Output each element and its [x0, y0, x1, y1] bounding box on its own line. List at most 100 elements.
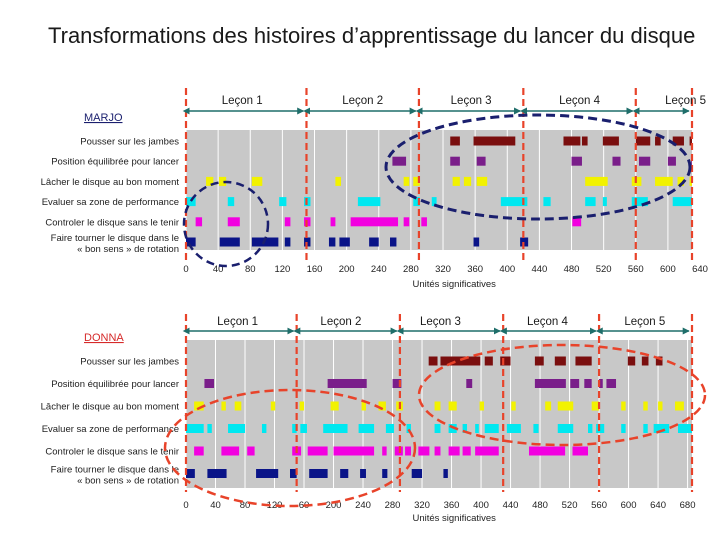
bar-1-0-3	[500, 356, 511, 366]
bar-0-3-9	[585, 197, 596, 207]
bar-1-5-6	[360, 469, 366, 478]
bar-1-2-16	[621, 401, 626, 411]
bar-0-2-3	[335, 176, 342, 186]
xtick-label-0-3: 120	[274, 264, 290, 275]
bar-1-3-17	[557, 424, 574, 433]
bar-0-5-9	[473, 237, 480, 247]
bar-0-2-0	[206, 176, 214, 186]
bar-0-1-5	[638, 156, 651, 166]
bar-0-5-3	[284, 237, 291, 247]
xtick-label-0-5: 200	[339, 264, 355, 275]
bar-1-2-1	[221, 401, 226, 411]
bar-1-4-13	[475, 446, 499, 456]
bar-0-1-1	[450, 156, 460, 166]
xtick-label-1-2: 80	[240, 500, 251, 511]
bar-1-4-8	[405, 446, 411, 456]
bar-1-1-7	[599, 379, 603, 388]
bar-0-5-0	[186, 237, 196, 247]
bar-0-3-1	[227, 197, 235, 207]
row-label-0-2: Lâcher le disque au bon moment	[41, 177, 180, 188]
bar-0-0-0	[450, 136, 460, 146]
bar-0-5-5	[328, 237, 336, 247]
bar-1-2-17	[643, 401, 648, 411]
bar-1-5-5	[340, 469, 349, 478]
bar-0-3-4	[357, 197, 381, 207]
bar-0-3-10	[602, 197, 607, 207]
bar-0-0-2	[563, 136, 581, 146]
xtick-label-1-3: 120	[267, 500, 283, 511]
bar-1-3-6	[323, 424, 348, 433]
bar-1-2-13	[545, 401, 552, 411]
bar-0-4-6	[403, 217, 410, 227]
bar-1-3-10	[434, 424, 441, 433]
xtick-label-0-7: 280	[403, 264, 419, 275]
bar-0-0-8	[689, 136, 692, 146]
bar-0-1-3	[571, 156, 582, 166]
xtick-label-0-14: 560	[628, 264, 644, 275]
bar-1-3-1	[207, 424, 212, 433]
bar-1-3-16	[533, 424, 539, 433]
row-label-cont-1-5: « bon sens » de rotation	[77, 476, 179, 487]
lesson-label-1-0: Leçon 1	[217, 316, 258, 328]
marjo-highlight-circle-left	[182, 180, 270, 268]
xtick-label-1-8: 320	[414, 500, 430, 511]
bar-1-3-18	[587, 424, 593, 433]
xtick-label-1-7: 280	[385, 500, 401, 511]
bar-1-2-4	[299, 401, 305, 411]
xtick-label-0-8: 320	[435, 264, 451, 275]
bar-0-3-0	[186, 197, 196, 207]
xtick-label-1-9: 360	[444, 500, 460, 511]
bar-1-2-0	[194, 401, 204, 411]
xtick-label-0-9: 360	[467, 264, 483, 275]
bar-1-0-7	[627, 356, 636, 366]
bar-1-5-1	[207, 469, 227, 478]
xtick-label-0-10: 400	[499, 264, 515, 275]
bar-1-1-8	[606, 379, 617, 388]
bar-0-4-2	[284, 217, 291, 227]
bar-1-4-2	[247, 446, 255, 456]
bar-0-3-2	[279, 197, 287, 207]
bar-0-2-11	[655, 176, 673, 186]
bar-1-2-15	[591, 401, 600, 411]
bar-0-5-6	[339, 237, 350, 247]
bar-0-4-0	[195, 217, 203, 227]
bar-0-2-7	[463, 176, 472, 186]
lesson-label-1-3: Leçon 4	[527, 316, 569, 328]
bar-1-5-7	[382, 469, 388, 478]
lesson-label-1-2: Leçon 3	[420, 316, 461, 328]
bar-1-2-9	[434, 401, 441, 411]
bar-0-2-9	[585, 176, 608, 186]
bar-1-0-8	[641, 356, 649, 366]
bar-0-2-12	[677, 176, 684, 186]
bar-0-0-3	[581, 136, 588, 146]
bar-1-1-1	[327, 379, 367, 388]
bar-1-2-10	[448, 401, 457, 411]
bar-1-0-2	[484, 356, 493, 366]
bar-0-1-4	[612, 156, 621, 166]
bar-0-0-6	[655, 136, 661, 146]
bar-1-4-6	[382, 446, 387, 456]
bar-1-3-2	[228, 424, 246, 433]
bar-1-2-3	[270, 401, 276, 411]
row-label-1-1: Position équilibrée pour lancer	[51, 379, 179, 390]
chart-title-1: DONNA	[84, 332, 124, 344]
xtick-label-0-11: 440	[531, 264, 547, 275]
bar-1-3-20	[621, 424, 626, 433]
bar-1-4-15	[572, 446, 588, 456]
bar-1-2-11	[479, 401, 484, 411]
xtick-label-1-13: 520	[562, 500, 578, 511]
xtick-label-0-2: 80	[245, 264, 256, 275]
lesson-label-0-4: Leçon 5	[665, 95, 706, 107]
row-label-1-5: Faire tourner le disque dans le	[51, 465, 179, 476]
bar-0-2-8	[476, 176, 488, 186]
row-label-0-3: Evaluer sa zone de performance	[42, 197, 179, 208]
bar-0-4-7	[421, 217, 427, 227]
lesson-label-0-2: Leçon 3	[451, 95, 492, 107]
bar-1-5-0	[186, 469, 195, 478]
bar-0-2-6	[452, 176, 460, 186]
bar-1-3-3	[261, 424, 267, 433]
xtick-label-1-6: 240	[355, 500, 371, 511]
row-label-0-4: Controler le disque sans le tenir	[45, 217, 179, 228]
bar-1-0-6	[575, 356, 592, 366]
